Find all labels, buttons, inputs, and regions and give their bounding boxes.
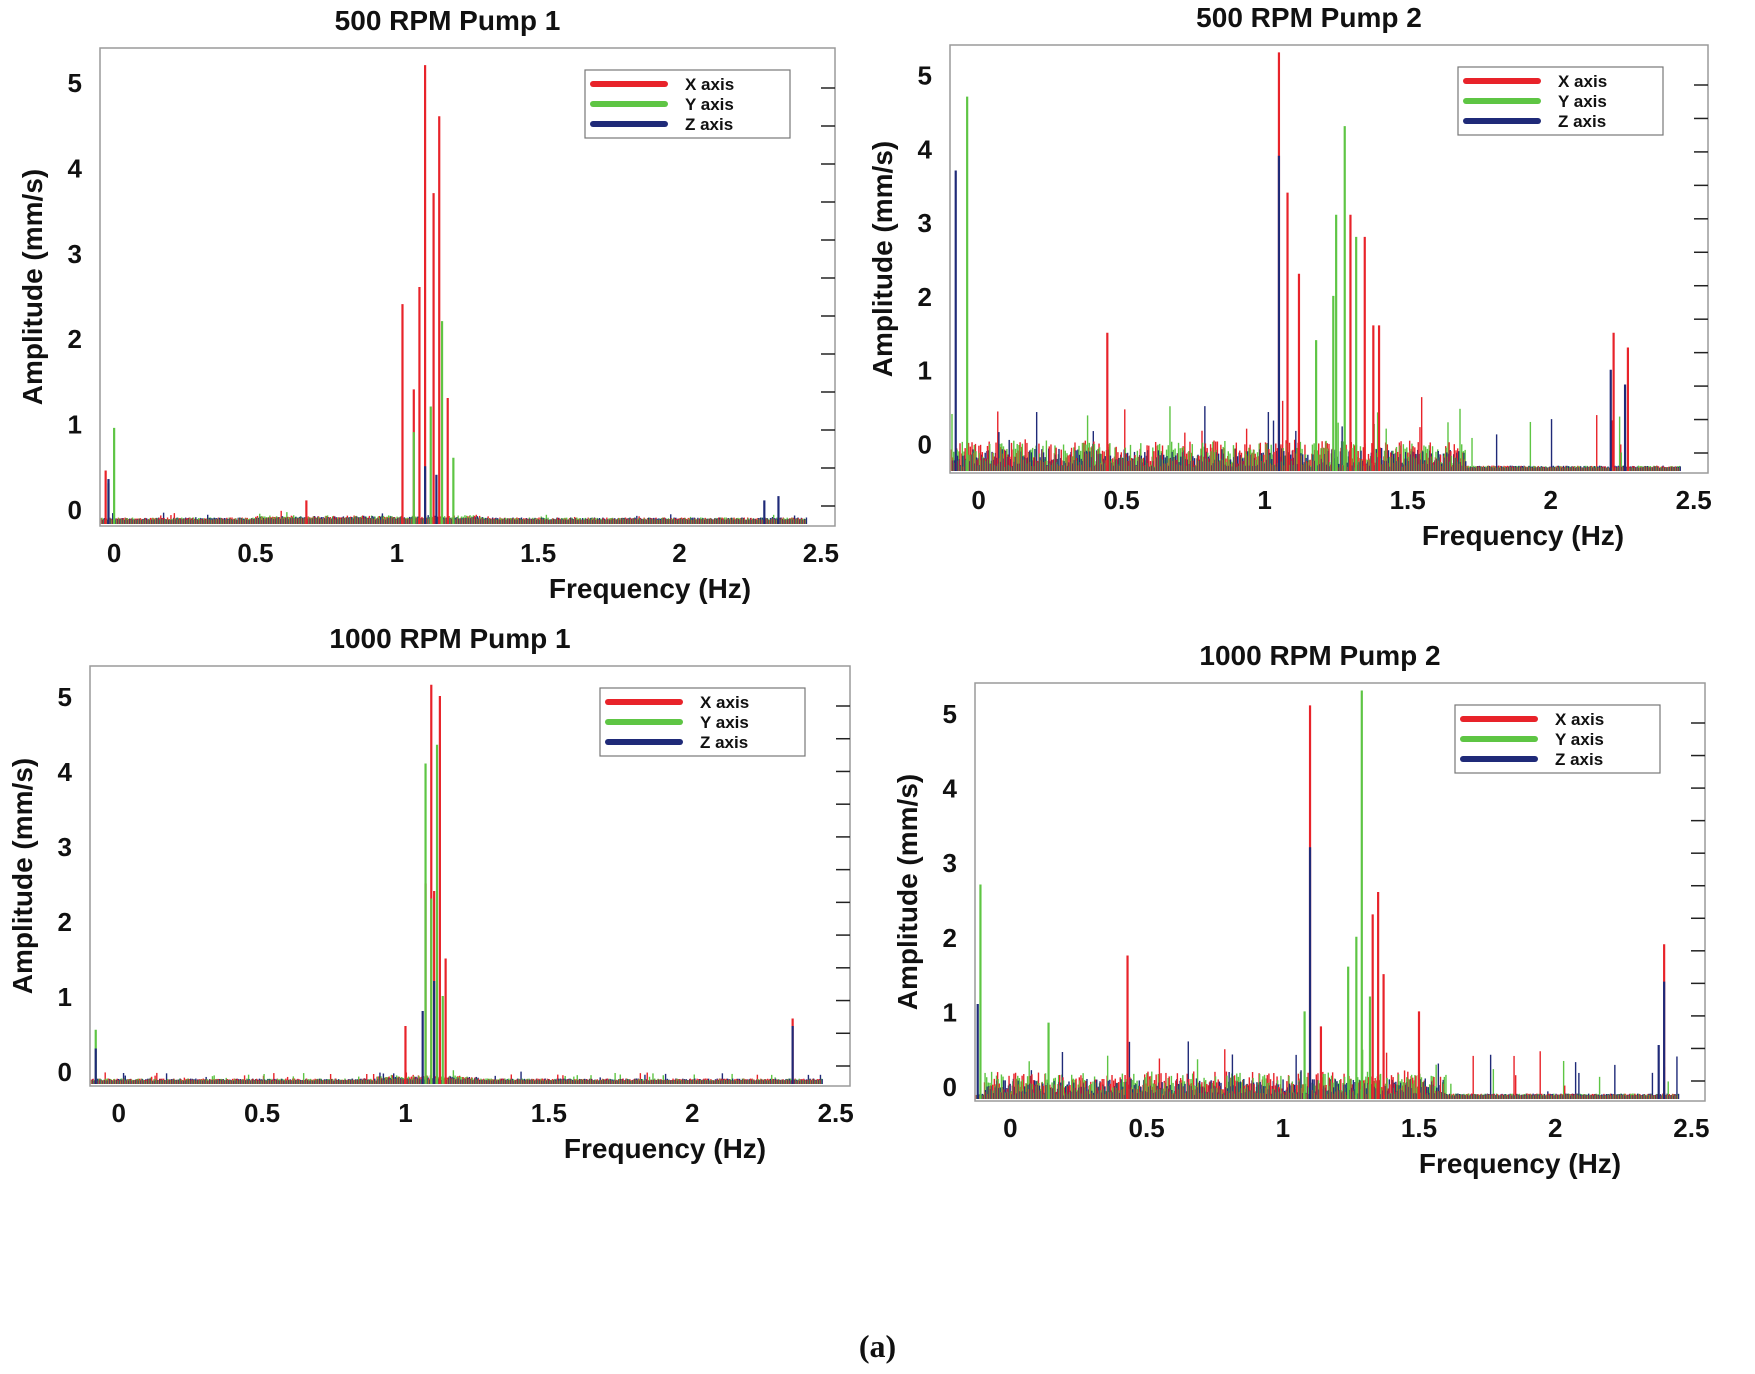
x-tick-label: 0.5 bbox=[237, 538, 273, 568]
y-tick-label: 3 bbox=[918, 208, 932, 238]
y-tick-label: 5 bbox=[918, 61, 932, 91]
y-tick-label: 1 bbox=[58, 982, 72, 1012]
chart-panel-500rpm-pump1: 500 RPM Pump 1 0 1 2 3 4 5 0 0.5 1 1.5 2 2.5 Frequenc… bbox=[0, 0, 860, 650]
legend-label-z: Z axis bbox=[1558, 112, 1606, 131]
x-tick-label: 2.5 bbox=[1676, 485, 1712, 515]
chart-svg: 1000 RPM Pump 1 0 1 2 3 4 5 0 0.5 1 1.5 2 2.5 Frequen… bbox=[7, 623, 854, 1164]
y-tick-label: 1 bbox=[68, 410, 82, 440]
legend-label-z: Z axis bbox=[685, 115, 733, 134]
bars-group bbox=[975, 690, 1680, 1099]
chart-title: 500 RPM Pump 2 bbox=[1196, 2, 1422, 33]
x-tick-label: 0.5 bbox=[244, 1098, 280, 1128]
y-tick-label: 2 bbox=[58, 907, 72, 937]
chart-panel-500rpm-pump2: 500 RPM Pump 2 0 1 2 3 4 5 0 0.5 1 1.5 2 2.5 Frequenc… bbox=[860, 0, 1720, 650]
y-tick-label: 4 bbox=[918, 134, 933, 164]
x-tick-label: 1.5 bbox=[531, 1098, 567, 1128]
chart-svg: 500 RPM Pump 1 0 1 2 3 4 5 0 0.5 1 1.5 2 2.5 Frequenc… bbox=[17, 5, 839, 604]
y-tick-label: 5 bbox=[58, 682, 72, 712]
y-axis-label: Amplitude (mm/s) bbox=[867, 141, 898, 377]
chart-title: 1000 RPM Pump 2 bbox=[1199, 640, 1440, 671]
chart-svg: 500 RPM Pump 2 0 1 2 3 4 5 0 0.5 1 1.5 2 2.5 Frequenc… bbox=[867, 2, 1712, 551]
x-tick-label: 1 bbox=[390, 538, 404, 568]
y-tick-label: 0 bbox=[918, 429, 932, 459]
y-axis-label: Amplitude (mm/s) bbox=[17, 169, 48, 405]
x-tick-label: 2 bbox=[685, 1098, 699, 1128]
bars-group bbox=[950, 52, 1681, 471]
x-tick-label: 2.5 bbox=[818, 1098, 854, 1128]
legend-label-z: Z axis bbox=[700, 733, 748, 752]
legend-label-y: Y axis bbox=[1558, 92, 1607, 111]
legend-label-x: X axis bbox=[700, 693, 749, 712]
x-tick-label: 0 bbox=[971, 485, 985, 515]
x-tick-label: 2 bbox=[672, 538, 686, 568]
bars-group bbox=[100, 65, 808, 524]
x-tick-label: 1.5 bbox=[1390, 485, 1426, 515]
legend-label-y: Y axis bbox=[700, 713, 749, 732]
y-tick-label: 1 bbox=[918, 356, 932, 386]
y-tick-label: 2 bbox=[68, 324, 82, 354]
legend-label-x: X axis bbox=[1558, 72, 1607, 91]
chart-title: 500 RPM Pump 1 bbox=[335, 5, 561, 36]
legend-label-x: X axis bbox=[685, 75, 734, 94]
y-tick-label: 5 bbox=[68, 68, 82, 98]
x-tick-label: 1.5 bbox=[520, 538, 556, 568]
y-tick-label: 0 bbox=[58, 1057, 72, 1087]
legend-label-y: Y axis bbox=[685, 95, 734, 114]
y-tick-label: 0 bbox=[68, 495, 82, 525]
y-tick-label: 2 bbox=[918, 282, 932, 312]
x-tick-label: 2 bbox=[1543, 485, 1557, 515]
y-tick-label: 4 bbox=[68, 154, 83, 184]
x-tick-label: 0.5 bbox=[1104, 485, 1140, 515]
x-tick-label: 0 bbox=[111, 1098, 125, 1128]
bars-group bbox=[90, 684, 823, 1084]
x-tick-label: 2.5 bbox=[803, 538, 839, 568]
y-axis-label: Amplitude (mm/s) bbox=[7, 758, 38, 994]
x-tick-label: 1 bbox=[1257, 485, 1271, 515]
y-tick-label: 3 bbox=[68, 239, 82, 269]
chart-panel-1000rpm-pump2: 1000 RPM Pump 2 0 1 2 3 4 5 0 0.5 1 1.5 2 2.5 Frequen… bbox=[860, 620, 1720, 1270]
chart-panel-1000rpm-pump1: 1000 RPM Pump 1 0 1 2 3 4 5 0 0.5 1 1.5 2 2.5 Frequen… bbox=[0, 620, 860, 1270]
x-axis-label: Frequency (Hz) bbox=[564, 1133, 766, 1164]
x-axis-label: Frequency (Hz) bbox=[549, 573, 751, 604]
y-tick-label: 4 bbox=[58, 757, 73, 787]
x-tick-label: 1 bbox=[398, 1098, 412, 1128]
x-tick-label: 0 bbox=[107, 538, 121, 568]
x-axis-label: Frequency (Hz) bbox=[1422, 520, 1624, 551]
y-tick-label: 3 bbox=[58, 832, 72, 862]
chart-title: 1000 RPM Pump 1 bbox=[329, 623, 570, 654]
